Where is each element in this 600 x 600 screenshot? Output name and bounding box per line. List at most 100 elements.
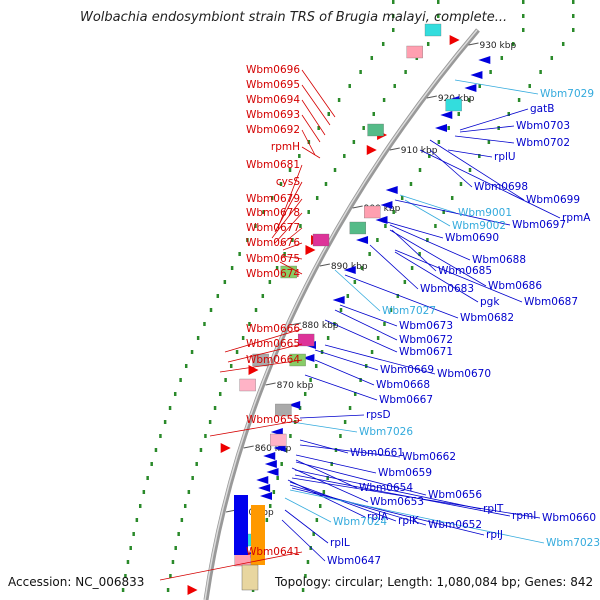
guide-dot — [522, 14, 525, 18]
gene-arrow — [332, 296, 345, 304]
guide-dot — [288, 168, 292, 172]
guide-dot — [467, 98, 471, 102]
gene-arrow — [356, 236, 369, 244]
right-gene-label: Wbm0671 — [399, 346, 453, 358]
guide-dot — [138, 504, 142, 508]
guide-dot — [393, 84, 396, 88]
guide-dot — [450, 196, 454, 200]
right-leader-line — [394, 249, 523, 303]
guide-dot — [392, 14, 395, 18]
right-gene-label: Wbm0690 — [445, 232, 499, 244]
right-gene-label: Wbm7029 — [540, 88, 594, 100]
guide-dot — [392, 210, 395, 214]
guide-dot — [346, 294, 350, 298]
gene-block — [349, 221, 367, 235]
guide-dot — [550, 56, 554, 60]
dotted-guide-tracks — [121, 0, 575, 592]
left-leader-line — [279, 261, 303, 275]
right-gene-label: Wbm0687 — [524, 296, 578, 308]
guide-dot — [403, 280, 407, 284]
left-gene-label: Wbm0694 — [246, 94, 300, 106]
left-gene-label: Wbm0677 — [246, 222, 300, 234]
right-leader-line — [314, 349, 379, 371]
guide-dot — [187, 490, 191, 494]
guide-dot — [376, 336, 380, 340]
right-gene-label: Wbm0682 — [460, 312, 514, 324]
map-title: Wolbachia endosymbiont strain TRS of Bru… — [80, 10, 508, 25]
guide-dot — [489, 70, 492, 74]
right-leader-line — [394, 251, 479, 303]
guide-dot — [539, 70, 542, 74]
left-gene-label: Wbm0664 — [246, 354, 300, 366]
gene-arrow — [343, 266, 356, 274]
guide-dot — [204, 434, 207, 438]
tick-label: 910 kbp — [401, 146, 438, 156]
right-leader-line — [399, 194, 457, 214]
guide-dot — [368, 252, 371, 256]
right-gene-label: Wbm0683 — [420, 283, 474, 295]
gene-block — [297, 333, 315, 347]
tick-label: 880 kbp — [302, 321, 339, 331]
guide-dot — [318, 504, 322, 508]
left-leader-line — [279, 227, 303, 247]
gene-arrow — [256, 476, 269, 484]
guide-dot — [339, 434, 342, 438]
guide-dot — [293, 420, 297, 424]
guide-dot — [376, 238, 379, 242]
guide-dot — [126, 560, 130, 564]
gene-arrow — [440, 111, 453, 119]
right-gene-label: Wbm0697 — [512, 219, 566, 231]
right-gene-label: rplA — [367, 511, 389, 523]
guide-dot — [348, 84, 351, 88]
guide-dot — [203, 322, 206, 326]
right-gene-label: Wbm0686 — [488, 280, 542, 292]
guide-dot — [326, 476, 329, 480]
right-gene-label: Wbm0652 — [428, 519, 482, 531]
guide-dot — [315, 518, 319, 522]
right-leader-line — [419, 149, 561, 219]
guide-dot — [184, 364, 188, 368]
right-leader-line — [389, 229, 487, 287]
left-gene-label: Wbm0665 — [246, 338, 300, 350]
guide-dot — [280, 462, 283, 466]
guide-dot — [359, 70, 362, 74]
guide-dot — [261, 294, 265, 298]
right-gene-label: Wbm0702 — [516, 137, 570, 149]
tick-label: 870 kbp — [277, 381, 314, 391]
guide-dot — [268, 280, 272, 284]
guide-dot — [572, 28, 575, 32]
guide-dot — [360, 266, 364, 270]
guide-dot — [272, 490, 276, 494]
left-leader-line — [209, 419, 303, 437]
right-leader-line — [339, 304, 398, 327]
guide-dot — [218, 392, 222, 396]
guide-dot — [299, 224, 302, 228]
guide-dot — [348, 406, 352, 410]
gene-arrow — [187, 585, 198, 595]
left-gene-label: rpmH — [271, 141, 300, 153]
left-gene-label: Wbm0692 — [246, 124, 300, 136]
gene-arrow — [260, 492, 273, 500]
right-leader-line — [295, 461, 427, 496]
guide-dot — [437, 140, 441, 144]
guide-dot — [418, 168, 422, 172]
guide-dot — [168, 406, 172, 410]
guide-dot — [343, 420, 347, 424]
guide-dot — [426, 238, 429, 242]
left-gene-label: Wbm0666 — [246, 323, 300, 335]
guide-dot — [303, 392, 307, 396]
guide-dot — [309, 378, 312, 382]
guide-dot — [382, 98, 386, 102]
guide-dot — [265, 518, 269, 522]
gene-arrow — [264, 460, 277, 468]
left-gene-label: Wbm0679 — [246, 193, 300, 205]
guide-dot — [487, 140, 491, 144]
guide-dot — [304, 574, 307, 578]
guide-dot — [326, 336, 330, 340]
right-gene-label: Wbm0703 — [516, 120, 570, 132]
guide-dot — [309, 546, 312, 550]
label-leader-lines — [159, 69, 561, 581]
right-gene-label: Wbm0669 — [380, 364, 434, 376]
right-gene-label: Wbm0667 — [379, 394, 433, 406]
gene-arrow — [366, 145, 377, 155]
